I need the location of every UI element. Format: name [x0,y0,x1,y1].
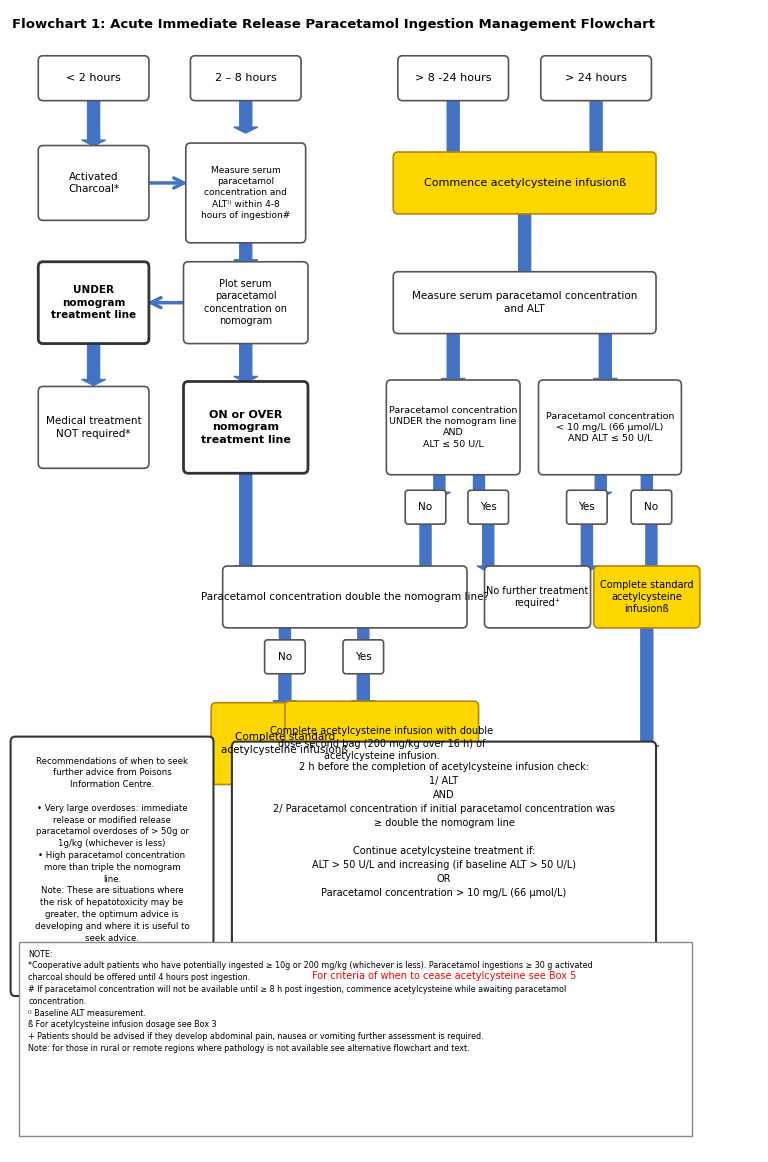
FancyArrow shape [513,209,537,278]
FancyBboxPatch shape [631,490,672,524]
FancyBboxPatch shape [11,737,214,996]
FancyBboxPatch shape [265,640,305,674]
Text: Commence acetylcysteine infusionß: Commence acetylcysteine infusionß [423,178,626,188]
FancyArrow shape [342,752,366,781]
FancyArrow shape [233,95,258,134]
FancyBboxPatch shape [38,145,149,221]
Text: Yes: Yes [578,502,595,512]
FancyArrow shape [594,329,617,385]
FancyBboxPatch shape [343,640,383,674]
FancyBboxPatch shape [184,261,308,344]
Text: No: No [644,502,658,512]
FancyBboxPatch shape [406,490,445,524]
FancyBboxPatch shape [468,490,508,524]
FancyArrow shape [468,469,490,498]
FancyArrow shape [273,670,297,706]
Text: > 8 -24 hours: > 8 -24 hours [415,73,492,84]
FancyBboxPatch shape [541,56,651,101]
Text: 2 h before the completion of acetylcysteine infusion check:
1/ ALT
AND
2/ Parace: 2 h before the completion of acetylcyste… [273,761,615,897]
FancyArrow shape [590,469,612,498]
Text: UNDER
nomogram
treatment line: UNDER nomogram treatment line [51,285,136,320]
FancyBboxPatch shape [38,261,149,344]
FancyArrow shape [584,95,608,163]
FancyArrow shape [441,329,465,385]
FancyArrow shape [233,338,258,382]
Text: Flowchart 1: Acute Immediate Release Paracetamol Ingestion Management Flowchart: Flowchart 1: Acute Immediate Release Par… [12,19,655,31]
FancyArrow shape [641,521,663,572]
Text: NOTE:
*Cooperative adult patients who have potentially ingested ≥ 10g or 200 mg/: NOTE: *Cooperative adult patients who ha… [28,949,593,1053]
Text: ON or OVER
nomogram
treatment line: ON or OVER nomogram treatment line [200,410,290,445]
Text: Recommendations of when to seek
further advice from Poisons
Information Centre.
: Recommendations of when to seek further … [35,756,190,942]
FancyBboxPatch shape [190,56,301,101]
Text: 2 – 8 hours: 2 – 8 hours [215,73,276,84]
FancyArrow shape [274,623,296,648]
FancyBboxPatch shape [184,381,308,473]
Text: < 2 hours: < 2 hours [66,73,121,84]
FancyBboxPatch shape [393,152,656,214]
FancyBboxPatch shape [485,566,591,627]
Text: Paracetamol concentration double the nomogram line?: Paracetamol concentration double the nom… [201,591,489,602]
Text: No further treatment
required⁺: No further treatment required⁺ [486,586,589,608]
FancyArrow shape [233,468,258,572]
Text: For criteria of when to cease acetylcysteine see Box 5: For criteria of when to cease acetylcyst… [312,971,576,981]
Text: No: No [419,502,432,512]
FancyBboxPatch shape [594,566,700,627]
FancyBboxPatch shape [223,566,467,627]
Text: Yes: Yes [355,652,372,662]
FancyBboxPatch shape [393,272,656,333]
FancyArrow shape [351,670,376,706]
FancyArrow shape [441,95,465,163]
FancyBboxPatch shape [567,490,607,524]
FancyBboxPatch shape [538,380,681,475]
Text: Complete standard
acetylcysteine
infusionß: Complete standard acetylcysteine infusio… [600,580,694,615]
Text: Activated
Charcoal*: Activated Charcoal* [68,172,119,194]
FancyArrow shape [81,338,105,386]
FancyArrow shape [576,521,598,572]
FancyBboxPatch shape [285,701,478,786]
FancyBboxPatch shape [186,143,306,243]
Text: Medical treatment
NOT required*: Medical treatment NOT required* [46,416,141,438]
Text: Yes: Yes [480,502,497,512]
Text: Complete acetylcysteine infusion with double
dose second bag (200 mg/kg over 16 : Complete acetylcysteine infusion with do… [270,726,493,761]
Text: Measure serum
paracetamol
concentration and
ALT⁽⁾ within 4-8
hours of ingestion#: Measure serum paracetamol concentration … [201,166,290,220]
Text: Paracetamol concentration
UNDER the nomogram line
AND
ALT ≤ 50 U/L: Paracetamol concentration UNDER the nomo… [389,407,518,449]
FancyBboxPatch shape [38,56,149,101]
Text: Plot serum
paracetamol
concentration on
nomogram: Plot serum paracetamol concentration on … [204,279,287,327]
FancyArrow shape [429,469,450,498]
Text: No: No [278,652,292,662]
FancyArrow shape [81,95,105,146]
FancyBboxPatch shape [211,703,359,784]
FancyArrow shape [273,752,297,780]
FancyArrow shape [353,623,374,648]
FancyBboxPatch shape [398,56,508,101]
Text: Measure serum paracetamol concentration
and ALT: Measure serum paracetamol concentration … [412,292,637,314]
FancyBboxPatch shape [38,387,149,468]
Text: Paracetamol concentration
< 10 mg/L (66 μmol/L)
AND ALT ≤ 50 U/L: Paracetamol concentration < 10 mg/L (66 … [546,411,674,443]
FancyArrow shape [635,623,659,752]
Text: > 24 hours: > 24 hours [565,73,627,84]
FancyBboxPatch shape [19,941,692,1136]
FancyArrow shape [233,228,258,266]
FancyArrow shape [477,521,499,572]
FancyArrow shape [415,521,436,576]
FancyArrow shape [636,469,658,498]
FancyBboxPatch shape [232,741,656,1011]
Text: Complete standard
acetylcysteine infusionß: Complete standard acetylcysteine infusio… [221,732,349,755]
FancyBboxPatch shape [386,380,520,475]
